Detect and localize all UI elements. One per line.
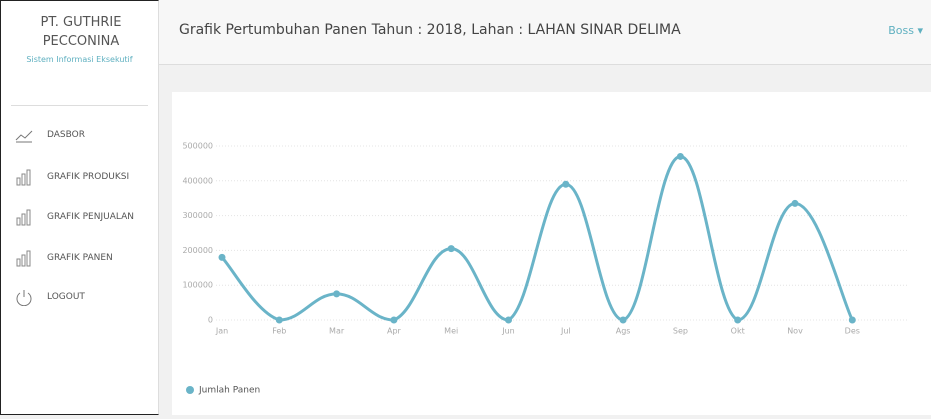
y-tick-label: 300000 bbox=[182, 211, 213, 220]
x-tick-label: Mar bbox=[329, 327, 345, 336]
y-tick-label: 0 bbox=[208, 316, 213, 325]
y-tick-label: 100000 bbox=[182, 281, 213, 290]
data-point bbox=[734, 316, 742, 324]
user-name[interactable]: Boss bbox=[888, 24, 914, 37]
menu-item[interactable]: GRAFIK PRODUKSI bbox=[15, 167, 129, 187]
user-menu[interactable]: Boss ▾ bbox=[888, 24, 923, 37]
x-tick-label: Des bbox=[845, 327, 860, 336]
x-tick-label: Jun bbox=[501, 327, 515, 336]
menu-label[interactable]: DASBOR bbox=[47, 130, 85, 140]
x-tick-label: Apr bbox=[387, 327, 402, 336]
header: Grafik Pertumbuhan Panen Tahun : 2018, L… bbox=[159, 0, 931, 65]
legend-marker bbox=[186, 386, 194, 394]
series-line bbox=[220, 154, 854, 322]
icon bbox=[16, 209, 31, 226]
menu-item[interactable]: DASBOR bbox=[15, 125, 85, 145]
data-point bbox=[848, 316, 856, 324]
page-title: Grafik Pertumbuhan Panen Tahun : 2018, L… bbox=[179, 22, 681, 38]
y-tick-label: 200000 bbox=[182, 246, 213, 255]
data-point bbox=[505, 316, 512, 324]
data-point bbox=[562, 180, 570, 188]
menu-label[interactable]: GRAFIK PENJUALAN bbox=[47, 212, 134, 222]
data-point bbox=[275, 316, 283, 324]
x-tick-label: Ags bbox=[616, 327, 631, 336]
subtitle: Sistem Informasi Eksekutif bbox=[26, 55, 133, 64]
legend-label: Jumlah Panen bbox=[198, 386, 260, 396]
x-tick-label: Jan bbox=[215, 327, 228, 336]
data-point bbox=[619, 316, 627, 324]
x-tick-label: Jul bbox=[560, 327, 571, 336]
menu-label[interactable]: GRAFIK PANEN bbox=[47, 253, 113, 263]
divider bbox=[11, 105, 148, 106]
y-tick-label: 500000 bbox=[182, 142, 213, 151]
x-tick-label: Mei bbox=[444, 327, 458, 336]
x-tick-label: Feb bbox=[272, 327, 286, 336]
menu-item[interactable]: GRAFIK PANEN bbox=[15, 248, 113, 268]
y-tick-label: 400000 bbox=[182, 176, 213, 185]
menu-item[interactable]: GRAFIK PENJUALAN bbox=[15, 207, 134, 227]
data-point bbox=[333, 290, 341, 298]
data-point bbox=[218, 253, 226, 261]
x-tick-label: Nov bbox=[787, 327, 803, 336]
icon bbox=[16, 290, 32, 306]
menu-label[interactable]: LOGOUT bbox=[47, 292, 85, 302]
x-tick-label: Sep bbox=[673, 327, 688, 336]
sidebar: PT. GUTHRIE PECCONINA Sistem Informasi E… bbox=[0, 0, 159, 415]
menu-label[interactable]: GRAFIK PRODUKSI bbox=[47, 172, 130, 182]
company-name: PT. GUTHRIE PECCONINA bbox=[40, 15, 122, 49]
x-tick-label: Okt bbox=[731, 327, 745, 336]
icon bbox=[16, 169, 31, 186]
data-point bbox=[676, 152, 684, 160]
menu-item[interactable]: LOGOUT bbox=[15, 287, 85, 307]
data-point bbox=[791, 199, 799, 207]
data-point bbox=[390, 316, 398, 324]
data-point bbox=[447, 245, 455, 253]
icon bbox=[15, 130, 33, 143]
chart: 0 100000 200000 300000 400000 500000 Jan Feb Mar… bbox=[182, 142, 908, 396]
icon bbox=[16, 250, 31, 267]
chart-card: 0 100000 200000 300000 400000 500000 Jan Feb Mar… bbox=[172, 92, 931, 415]
